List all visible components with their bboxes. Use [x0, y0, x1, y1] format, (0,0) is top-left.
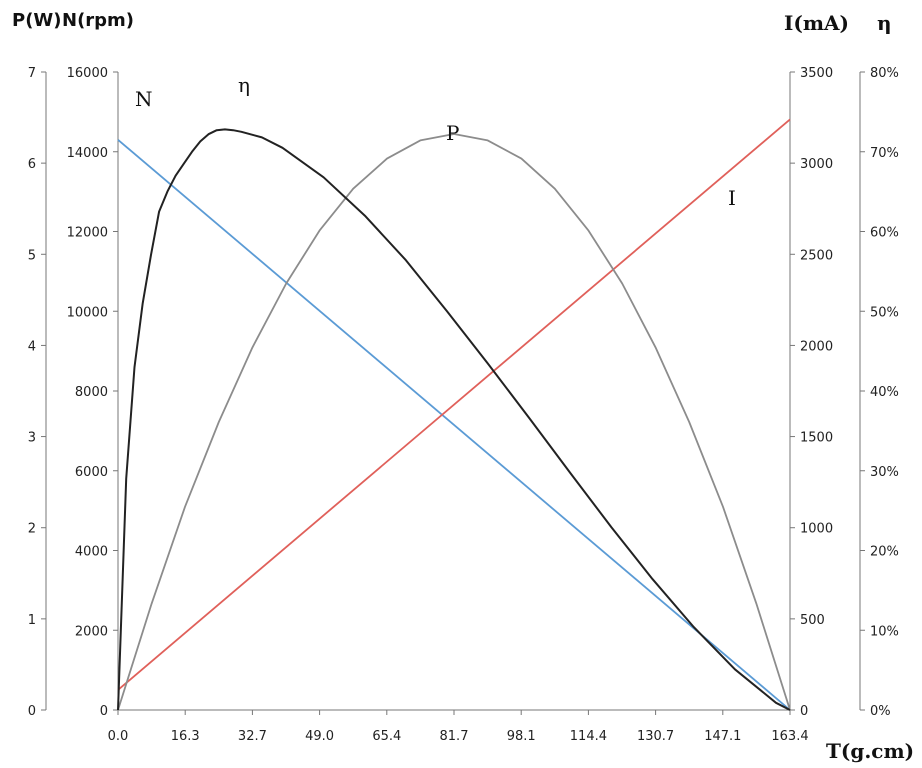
tick-label-x: 163.4: [771, 729, 808, 744]
tick-label-right_outer: 0%: [870, 704, 891, 719]
tick-label-x: 130.7: [637, 729, 674, 744]
axis-title-t: T(g.cm): [826, 739, 914, 763]
axis-title-p: P(W): [12, 10, 62, 31]
tick-label-x: 32.7: [238, 729, 267, 744]
tick-label-x: 0.0: [108, 729, 129, 744]
label-p: P: [446, 121, 459, 145]
tick-label-right_inner: 0: [800, 704, 808, 719]
tick-label-x: 49.0: [305, 729, 334, 744]
axis-title-i: I(mA): [784, 11, 849, 35]
tick-label-right_outer: 20%: [870, 545, 899, 560]
tick-label-x: 65.4: [372, 729, 401, 744]
label-n: N: [135, 87, 153, 111]
tick-label-right_inner: 2000: [800, 339, 833, 354]
tick-label-left_inner: 14000: [67, 146, 108, 161]
series-line-p: [117, 133, 791, 711]
series-line-n: [117, 139, 791, 711]
tick-label-right_inner: 3500: [800, 66, 833, 81]
tick-label-right_inner: 1500: [800, 431, 833, 446]
tick-label-x: 16.3: [171, 729, 200, 744]
ticks-layer: 0123456702000400060008000100001200014000…: [28, 66, 899, 744]
tick-label-x: 81.7: [440, 729, 469, 744]
series-line-eta: [117, 128, 791, 711]
tick-label-left_outer: 0: [28, 704, 36, 719]
tick-label-left_outer: 5: [28, 248, 36, 263]
tick-label-left_outer: 6: [28, 157, 36, 172]
tick-label-left_outer: 2: [28, 522, 36, 537]
label-i: I: [728, 186, 736, 210]
tick-label-left_inner: 8000: [75, 385, 108, 400]
tick-label-right_inner: 500: [800, 613, 825, 628]
tick-label-left_outer: 1: [28, 613, 36, 628]
tick-label-left_inner: 6000: [75, 465, 108, 480]
label-eta: η: [238, 73, 250, 97]
tick-label-right_inner: 2500: [800, 248, 833, 263]
tick-label-right_outer: 50%: [870, 305, 899, 320]
tick-label-left_outer: 4: [28, 339, 36, 354]
tick-label-left_inner: 10000: [67, 305, 108, 320]
tick-label-right_outer: 40%: [870, 385, 899, 400]
tick-label-right_outer: 10%: [870, 624, 899, 639]
tick-label-left_inner: 0: [100, 704, 108, 719]
tick-label-left_outer: 7: [28, 66, 36, 81]
tick-label-x: 98.1: [507, 729, 536, 744]
tick-label-left_inner: 12000: [67, 226, 108, 241]
tick-label-left_inner: 16000: [67, 66, 108, 81]
tick-label-left_inner: 2000: [75, 624, 108, 639]
tick-label-right_outer: 60%: [870, 226, 899, 241]
tick-label-x: 147.1: [704, 729, 741, 744]
tick-label-right_inner: 1000: [800, 522, 833, 537]
tick-label-left_outer: 3: [28, 431, 36, 446]
tick-label-right_outer: 30%: [870, 465, 899, 480]
tick-label-x: 114.4: [570, 729, 607, 744]
axis-title-n: N(rpm): [62, 10, 134, 31]
tick-label-right_inner: 3000: [800, 157, 833, 172]
tick-label-right_outer: 70%: [870, 146, 899, 161]
tick-label-right_outer: 80%: [870, 66, 899, 81]
series-line-i: [117, 118, 791, 691]
series-layer: [117, 118, 791, 711]
tick-label-left_inner: 4000: [75, 545, 108, 560]
axis-title-eta: η: [877, 11, 892, 35]
